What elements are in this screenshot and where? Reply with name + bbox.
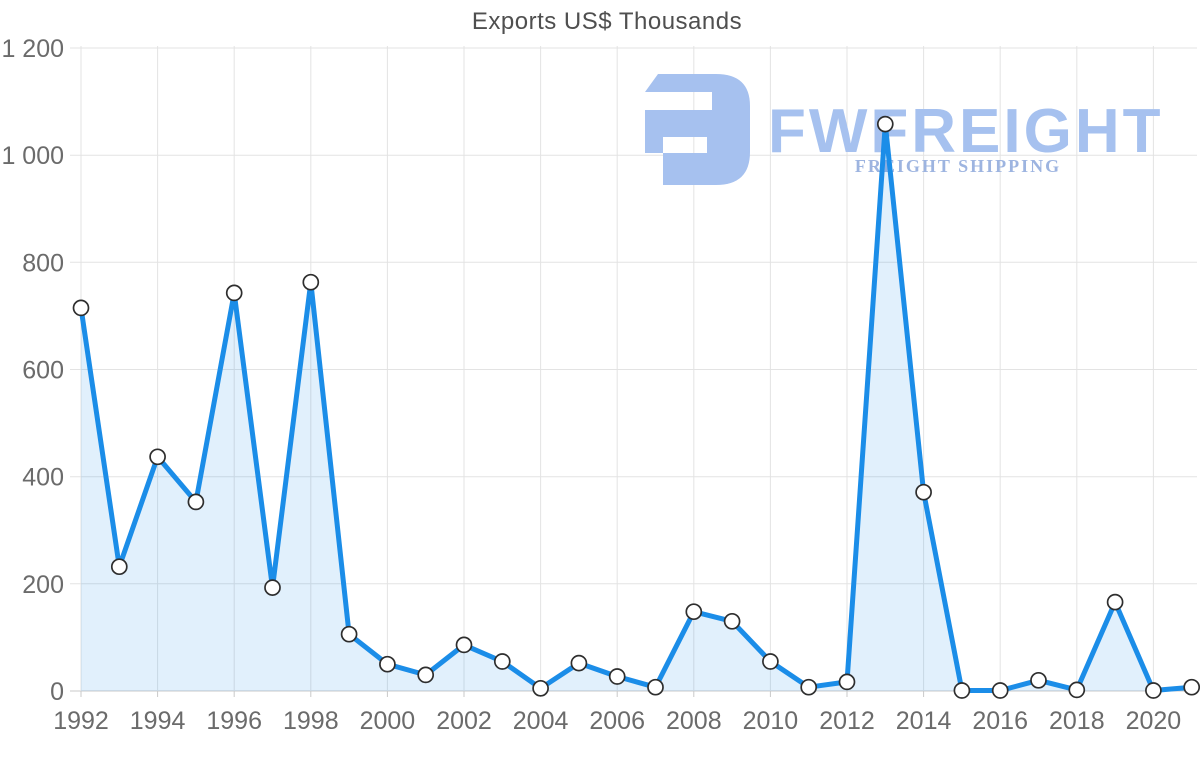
data-point-marker xyxy=(1145,682,1162,699)
data-point-marker xyxy=(1030,671,1047,689)
series-area-fill xyxy=(81,124,1192,692)
fwfreight-logo-icon xyxy=(645,74,750,185)
x-tick-label: 2008 xyxy=(666,707,722,735)
x-tick-label: 1994 xyxy=(130,707,186,735)
watermark-subtitle-text: FREIGHT SHIPPING xyxy=(855,156,1061,176)
chart-title: Exports US$ Thousands xyxy=(471,8,743,35)
x-tick-label: 2000 xyxy=(360,707,416,735)
fwfreight-watermark: FWFREIGHT FREIGHT SHIPPING xyxy=(645,74,1164,185)
x-tick-label: 1992 xyxy=(53,707,109,735)
data-point-marker xyxy=(800,678,818,696)
x-tick-label: 2020 xyxy=(1126,707,1182,735)
y-tick-label: 600 xyxy=(22,357,64,385)
x-tick-label: 2014 xyxy=(896,707,952,735)
data-point-marker xyxy=(570,654,588,672)
x-tick-label: 2018 xyxy=(1049,707,1105,735)
x-tick-label: 2012 xyxy=(819,707,875,735)
y-tick-label: 1 200 xyxy=(1,35,64,63)
data-point-marker xyxy=(991,682,1009,699)
data-point-marker xyxy=(685,603,703,621)
data-point-marker xyxy=(110,558,128,576)
data-point-marker xyxy=(953,682,971,699)
x-tick-label: 1996 xyxy=(206,707,262,735)
y-tick-label: 200 xyxy=(22,571,64,599)
data-point-marker xyxy=(608,668,626,685)
data-point-marker xyxy=(72,299,90,317)
data-point-marker xyxy=(1183,678,1200,696)
data-point-marker xyxy=(225,284,243,302)
x-tick-label: 2004 xyxy=(513,707,569,735)
data-point-marker xyxy=(417,666,435,684)
y-tick-label: 0 xyxy=(50,678,64,706)
data-point-marker xyxy=(723,612,741,630)
axis-labels-layer: 0 200 400 600 800 1 000 1 200 1992 1994 1996 1998 2… xyxy=(1,35,1181,735)
data-point-marker xyxy=(838,673,856,691)
x-tick-label: 2006 xyxy=(589,707,645,735)
data-point-marker xyxy=(1068,681,1086,699)
data-point-marker xyxy=(915,483,932,501)
series-layer xyxy=(72,115,1200,699)
x-tick-label: 2002 xyxy=(436,707,492,735)
data-point-marker xyxy=(647,678,664,696)
data-point-marker xyxy=(876,115,894,133)
data-point-marker xyxy=(340,625,358,643)
data-point-marker xyxy=(379,655,396,673)
y-tick-label: 400 xyxy=(22,464,64,492)
data-point-marker xyxy=(187,493,205,511)
data-point-marker xyxy=(455,636,473,654)
x-tick-label: 2016 xyxy=(972,707,1028,735)
data-point-marker xyxy=(493,653,511,670)
data-point-marker xyxy=(264,579,281,596)
data-point-marker xyxy=(762,653,779,670)
data-point-marker xyxy=(149,448,166,466)
x-tick-label: 1998 xyxy=(283,707,339,735)
y-tick-label: 800 xyxy=(22,249,64,277)
x-tick-label: 2010 xyxy=(743,707,799,735)
watermark-brand-text: FWFREIGHT xyxy=(768,97,1164,166)
data-point-marker xyxy=(1106,593,1124,611)
data-point-marker xyxy=(532,679,549,697)
y-tick-label: 1 000 xyxy=(1,142,64,170)
data-point-marker xyxy=(302,273,320,291)
